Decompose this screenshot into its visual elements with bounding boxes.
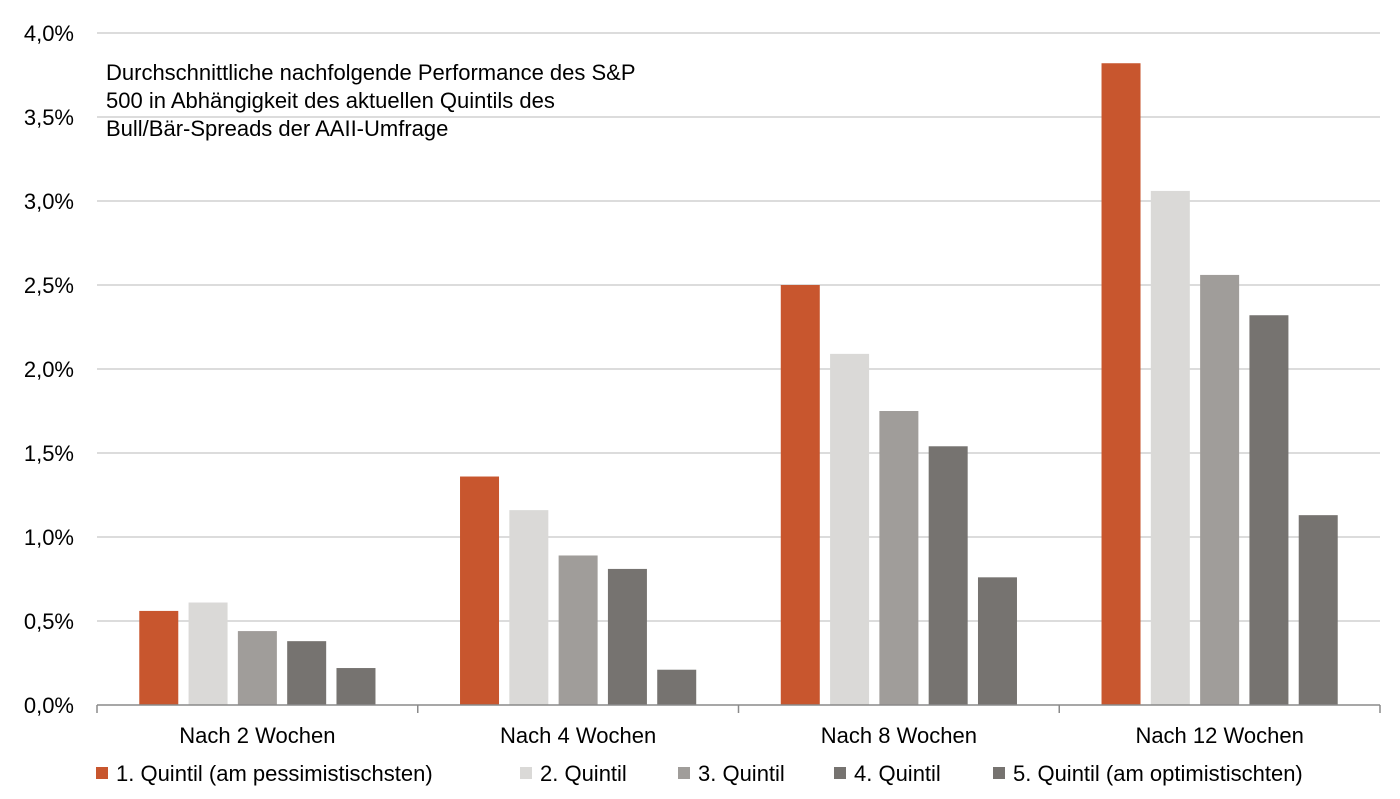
legend-swatch	[96, 767, 108, 779]
x-category-label: Nach 12 Wochen	[1135, 723, 1303, 748]
y-tick-label: 3,0%	[24, 189, 74, 214]
y-tick-label: 3,5%	[24, 105, 74, 130]
bar	[657, 669, 697, 705]
bars	[139, 63, 1338, 706]
bar	[336, 668, 376, 705]
y-tick-label: 4,0%	[24, 21, 74, 46]
x-axis	[96, 704, 1381, 713]
bar	[1249, 315, 1289, 705]
bar	[237, 631, 277, 705]
chart-title-line: Bull/Bär-Spreads der AAII-Umfrage	[106, 116, 448, 141]
y-tick-label: 1,5%	[24, 441, 74, 466]
bar	[139, 610, 179, 705]
bar	[977, 577, 1017, 705]
bar	[509, 510, 549, 705]
bar	[830, 353, 870, 705]
bar	[558, 555, 598, 705]
legend: 1. Quintil (am pessimistischsten) 2. Quin…	[96, 761, 1303, 786]
legend-label: 4. Quintil	[854, 761, 941, 786]
bar	[607, 568, 647, 705]
legend-swatch	[993, 767, 1005, 779]
bar	[928, 446, 968, 705]
y-tick-label: 2,5%	[24, 273, 74, 298]
bar	[1150, 190, 1190, 706]
bar	[460, 476, 500, 705]
bar	[287, 641, 327, 705]
bar	[1200, 274, 1240, 705]
legend-label: 2. Quintil	[540, 761, 627, 786]
bar	[1298, 515, 1338, 705]
legend-swatch	[834, 767, 846, 779]
bar	[1101, 63, 1141, 706]
y-tick-label: 1,0%	[24, 525, 74, 550]
legend-swatch	[520, 767, 532, 779]
bar	[879, 411, 919, 705]
y-axis-ticks: 0,0% 0,5% 1,0% 1,5% 2,0% 2,5% 3,0% 3,5% 4,0%	[24, 21, 74, 718]
chart-title-line: 500 in Abhängigkeit des aktuellen Quinti…	[106, 88, 555, 113]
bar	[188, 602, 228, 705]
y-tick-label: 0,5%	[24, 609, 74, 634]
x-category-label: Nach 8 Wochen	[821, 723, 977, 748]
x-category-label: Nach 4 Wochen	[500, 723, 656, 748]
bar	[780, 285, 820, 705]
chart-title: Durchschnittliche nachfolgende Performan…	[106, 60, 636, 141]
gridlines	[97, 32, 1380, 622]
legend-swatch	[678, 767, 690, 779]
y-tick-label: 0,0%	[24, 693, 74, 718]
chart-title-line: Durchschnittliche nachfolgende Performan…	[106, 60, 636, 85]
legend-label: 3. Quintil	[698, 761, 785, 786]
legend-label: 5. Quintil (am optimistischten)	[1013, 761, 1303, 786]
y-tick-label: 2,0%	[24, 357, 74, 382]
x-axis-categories: Nach 2 Wochen Nach 4 Wochen Nach 8 Wochen N…	[179, 723, 1304, 748]
x-category-label: Nach 2 Wochen	[179, 723, 335, 748]
legend-label: 1. Quintil (am pessimistischsten)	[116, 761, 433, 786]
